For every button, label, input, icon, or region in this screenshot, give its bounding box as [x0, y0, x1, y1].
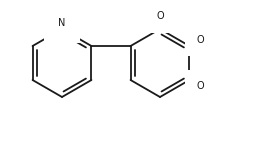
Text: N: N: [58, 18, 66, 28]
Text: O: O: [197, 81, 204, 91]
Text: O: O: [197, 35, 204, 45]
Text: O: O: [156, 11, 164, 21]
